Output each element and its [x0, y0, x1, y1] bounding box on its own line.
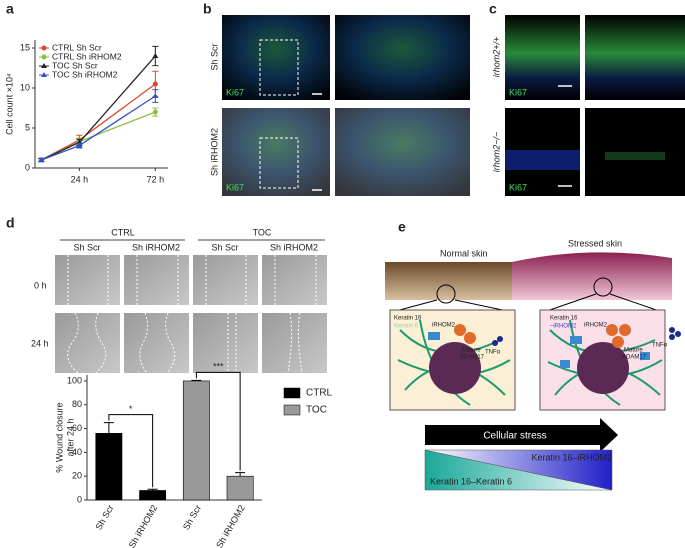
- y-tick-label: 80: [72, 399, 82, 409]
- y-tick-label: 0: [77, 494, 82, 504]
- legend-marker: [41, 63, 47, 68]
- diagram-label: iRHOM2: [432, 323, 456, 329]
- error-bar: [235, 472, 246, 477]
- significance-bracket: [195, 371, 241, 471]
- marker: [152, 109, 158, 115]
- column-label: Sh Scr: [211, 242, 238, 252]
- panel-label: c: [489, 1, 497, 17]
- marker: [76, 142, 83, 148]
- y-tick-label: 20: [72, 471, 82, 481]
- column-label: Sh iRHOM2: [132, 242, 180, 252]
- scratch-images: [55, 255, 327, 374]
- legend-label: CTRL: [306, 388, 333, 399]
- x-tick-label: Sh iRHOM2: [127, 503, 160, 548]
- x-tick-label: 24 h: [71, 174, 89, 184]
- diagram-label: Keratin 16: [394, 316, 422, 322]
- y-tick-label: 40: [72, 447, 82, 457]
- diagram-label: Keratin 16: [550, 316, 578, 322]
- y-tick-label: 15: [20, 42, 30, 52]
- stain-label: Ki67: [226, 87, 244, 97]
- series-line: [41, 111, 156, 161]
- y-tick-label: 5: [25, 122, 30, 132]
- micrographs-c: [505, 15, 685, 196]
- legend-label: TOC Sh Scr: [52, 60, 98, 70]
- legend-marker: [41, 54, 47, 60]
- row-label: irhom2+/+: [491, 37, 501, 78]
- panel-label: e: [398, 219, 406, 235]
- legend-marker: [41, 72, 47, 77]
- legend-label: CTRL Sh iRHOM2: [52, 51, 122, 61]
- marker: [152, 81, 158, 87]
- diagram-label: Stressed skin: [568, 238, 622, 248]
- row-label: Sh Scr: [209, 43, 219, 70]
- marker: [38, 157, 45, 162]
- legend-marker: [41, 45, 47, 51]
- column-label: Sh Scr: [73, 242, 100, 252]
- error-bar: [191, 379, 202, 381]
- panel-label: d: [6, 215, 15, 231]
- diagram-label: ADAM17: [460, 355, 485, 361]
- bar: [139, 490, 167, 501]
- diagram-label: Mature: [624, 348, 643, 354]
- significance-label: *: [129, 404, 133, 414]
- y-tick-label: 10: [20, 82, 30, 92]
- diagram-label: Mature: [462, 348, 481, 354]
- legend-label: TOC Sh iRHOM2: [52, 69, 118, 79]
- diagram-label: Normal skin: [440, 248, 488, 258]
- significance-label: ***: [213, 362, 224, 372]
- y-tick-label: 100: [67, 375, 82, 385]
- stain-label: Ki67: [226, 182, 244, 192]
- legend-label: TOC: [306, 405, 327, 416]
- group-label: TOC: [253, 227, 272, 237]
- column-label: Sh iRHOM2: [270, 242, 318, 252]
- micrographs-b: [222, 15, 470, 196]
- legend-swatch: [283, 387, 301, 399]
- significance-bracket: [108, 414, 154, 488]
- stain-label: Ki67: [509, 87, 527, 97]
- series-line: [41, 83, 156, 161]
- diagram-label: iRHOM2: [584, 323, 608, 329]
- stain-label: Ki67: [509, 182, 527, 192]
- diagram-label: ADAM17: [622, 355, 647, 361]
- row-label: Sh iRHOM2: [209, 128, 219, 176]
- diagram-label: –iRHOM2: [550, 324, 577, 330]
- x-tick-label: Sh iRHOM2: [214, 503, 247, 548]
- row-label: 24 h: [31, 338, 49, 348]
- arrow-label: Cellular stress: [483, 431, 546, 442]
- error-bar: [147, 488, 158, 491]
- legend-swatch: [283, 404, 301, 416]
- y-tick-label: 60: [72, 423, 82, 433]
- skin-diagram: [385, 252, 681, 491]
- row-label: irhom2−/−: [491, 132, 501, 173]
- panel-label: b: [203, 1, 212, 17]
- diagram-label: Keratin 6: [394, 324, 419, 330]
- legend-label: CTRL Sh Scr: [52, 42, 102, 52]
- gradient-label: Keratin 16–Keratin 6: [430, 476, 512, 486]
- marker: [152, 53, 159, 58]
- bar: [95, 433, 123, 501]
- diagram-label: TNFα: [652, 343, 668, 349]
- diagram-label: TNFα: [485, 350, 501, 356]
- group-label: CTRL: [111, 227, 135, 237]
- y-axis-title: after 24 h: [65, 418, 75, 456]
- gradient-label: Keratin 16–iRHOM2: [531, 452, 612, 462]
- row-label: 0 h: [34, 280, 47, 290]
- x-tick-label: Sh Scr: [181, 503, 203, 531]
- error-bar: [103, 422, 114, 434]
- panel-label: a: [6, 1, 14, 17]
- x-tick-label: 72 h: [147, 174, 165, 184]
- y-axis-title: Cell count ×10⁴: [4, 73, 14, 135]
- y-axis-title: % Wound closure: [54, 402, 64, 472]
- x-tick-label: Sh Scr: [93, 503, 115, 531]
- bar: [226, 475, 254, 501]
- y-tick-label: 0: [25, 162, 30, 172]
- marker: [152, 93, 159, 98]
- bar: [182, 380, 210, 501]
